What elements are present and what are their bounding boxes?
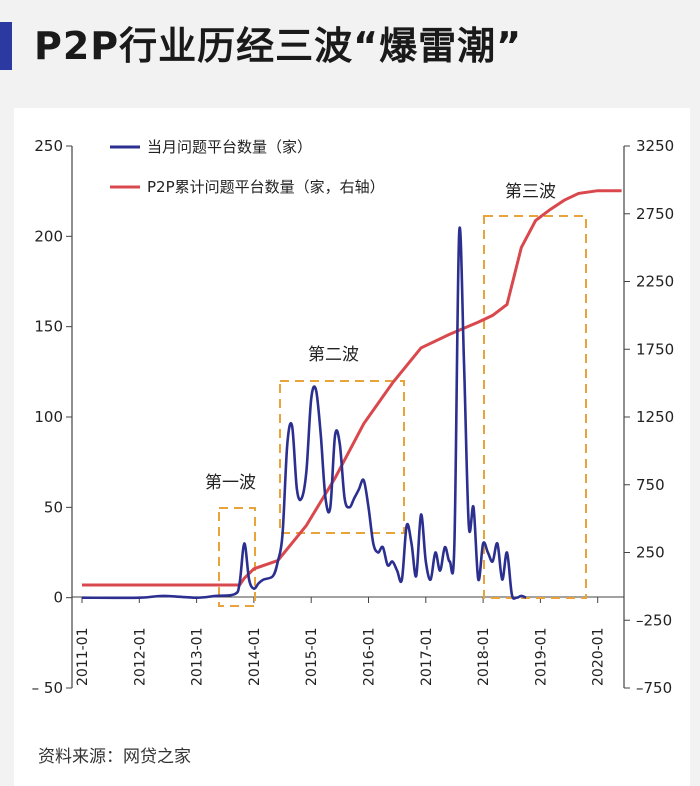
x-tick-label: 2012-01	[132, 628, 148, 687]
x-tick-label: 2011-01	[75, 628, 91, 687]
right-y-tick-label: 2250	[636, 273, 674, 291]
wave-3-label: 第三波	[505, 182, 556, 202]
x-tick-label: 2014-01	[247, 628, 263, 687]
right-y-tick-label: –250	[636, 611, 672, 629]
page-title: P2P行业历经三波“爆雷潮”	[34, 24, 523, 68]
wave-1-box	[218, 507, 256, 607]
wave-3-box	[483, 215, 587, 599]
left-y-tick-label: 200	[34, 227, 63, 245]
x-tick-label: 2019-01	[533, 628, 549, 687]
title-bar: P2P行业历经三波“爆雷潮”	[0, 18, 700, 80]
left-y-tick-label: 0	[53, 589, 63, 607]
right-y-tick-label: 250	[636, 544, 665, 562]
left-y-tick-label: 250	[34, 137, 63, 155]
x-tick-label: 2017-01	[419, 628, 435, 687]
title-accent-bar	[0, 22, 12, 70]
left-y-tick-label: – 50	[32, 679, 63, 697]
x-ticks: 2011-01 2012-01 2013-01 2014-01 2015-01 2016-…	[75, 597, 607, 686]
left-y-ticks: – 50 0 50 100 150 200 250	[32, 137, 72, 697]
right-y-ticks: –750 –250 250 750 1250 1750 2250 2750 3250	[624, 137, 674, 697]
wave-2-label: 第二波	[308, 345, 359, 365]
right-y-tick-label: 750	[636, 476, 665, 494]
x-tick-label: 2018-01	[476, 628, 492, 687]
right-y-tick-label: 1250	[636, 408, 674, 426]
right-y-tick-label: –750	[636, 679, 672, 697]
left-y-tick-label: 100	[34, 408, 63, 426]
right-y-tick-label: 1750	[636, 340, 674, 358]
left-y-tick-label: 150	[34, 318, 63, 336]
wave-2-box	[279, 380, 405, 534]
series-cumulative-line	[81, 189, 622, 587]
legend-label-monthly: 当月问题平台数量（家）	[147, 138, 312, 156]
x-tick-label: 2015-01	[304, 628, 320, 687]
wave-1-label: 第一波	[205, 473, 256, 493]
legend-label-cumulative: P2P累计问题平台数量（家，右轴）	[147, 178, 385, 196]
x-tick-label: 2020-01	[591, 628, 607, 687]
x-tick-label: 2016-01	[362, 628, 378, 687]
series-monthly-line	[81, 226, 527, 600]
legend: 当月问题平台数量（家） P2P累计问题平台数量（家，右轴）	[110, 138, 385, 196]
right-y-tick-label: 2750	[636, 205, 674, 223]
x-tick-label: 2013-01	[190, 628, 206, 687]
source-note: 资料来源：网贷之家	[38, 747, 191, 767]
left-y-tick-label: 50	[44, 498, 63, 516]
right-y-tick-label: 3250	[636, 137, 674, 155]
